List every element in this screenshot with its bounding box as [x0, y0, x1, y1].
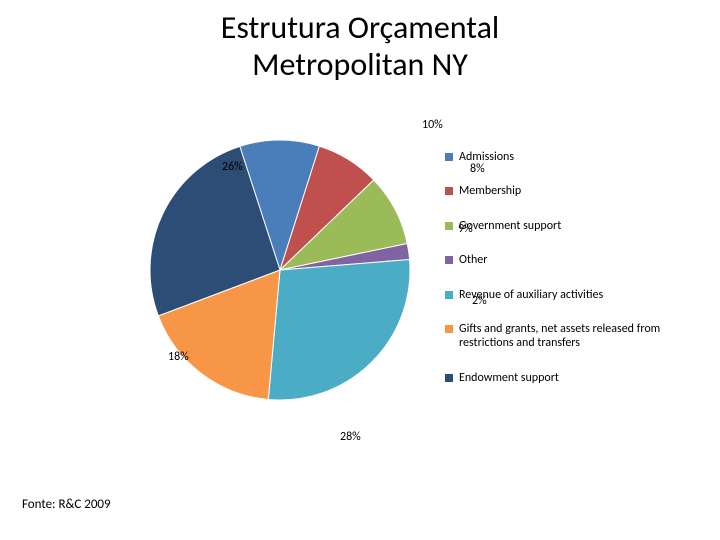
legend-swatch — [445, 187, 453, 195]
legend-item: Revenue of auxiliary activities — [445, 288, 705, 302]
pct-label: 26% — [222, 160, 243, 174]
legend-item: Admissions — [445, 150, 705, 164]
legend: Admissions Membership Government support Ot… — [445, 150, 705, 405]
legend-item: Government support — [445, 219, 705, 233]
legend-label: Gifts and grants, net assets released fr… — [459, 322, 705, 351]
pct-label: 28% — [340, 430, 361, 444]
pct-label: 10% — [422, 118, 443, 132]
legend-label: Membership — [459, 184, 705, 198]
pie-slice — [268, 259, 410, 400]
legend-swatch — [445, 374, 453, 382]
legend-label: Other — [459, 253, 705, 267]
pie-svg — [130, 120, 430, 420]
legend-item: Endowment support — [445, 371, 705, 385]
legend-swatch — [445, 256, 453, 264]
legend-swatch — [445, 325, 453, 333]
legend-swatch — [445, 222, 453, 230]
title-line-2: Metropolitan NY — [252, 45, 468, 84]
legend-swatch — [445, 153, 453, 161]
legend-item: Other — [445, 253, 705, 267]
title-line-1: Estrutura Orçamental — [221, 8, 500, 47]
page-title: Estrutura Orçamental Metropolitan NY — [0, 10, 720, 84]
slide: Estrutura Orçamental Metropolitan NY 10%… — [0, 0, 720, 540]
legend-item: Gifts and grants, net assets released fr… — [445, 322, 705, 351]
legend-label: Endowment support — [459, 371, 705, 385]
legend-swatch — [445, 291, 453, 299]
legend-label: Admissions — [459, 150, 705, 164]
legend-label: Revenue of auxiliary activities — [459, 288, 705, 302]
legend-label: Government support — [459, 219, 705, 233]
pct-label: 18% — [168, 350, 189, 364]
legend-item: Membership — [445, 184, 705, 198]
source-footnote: Fonte: R&C 2009 — [22, 497, 111, 512]
pie-chart: 10%8%9%2%28%18%26% — [130, 120, 430, 420]
